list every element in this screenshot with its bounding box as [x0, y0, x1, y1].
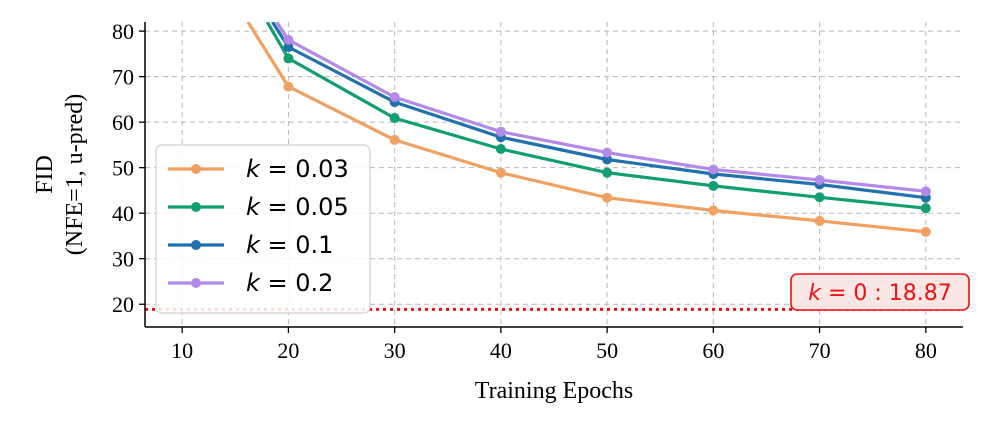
y-tick-label-50: 50 — [112, 156, 134, 181]
legend-marker-k-0.1 — [191, 240, 201, 250]
y-tick-label-60: 60 — [112, 110, 134, 135]
x-tick-label-80: 80 — [915, 338, 937, 363]
data-point-k-0.03-epoch-50 — [602, 192, 613, 203]
series-group — [246, 22, 931, 237]
x-tick-label-60: 60 — [702, 338, 724, 363]
data-point-k-0.03-epoch-40 — [495, 167, 506, 178]
y-axis-label-line-2: (NFE=1, u-pred) — [62, 94, 88, 256]
y-tick-label-70: 70 — [112, 65, 134, 90]
x-axis-label: Training Epochs — [475, 378, 633, 404]
y-tick-label-40: 40 — [112, 201, 134, 226]
data-point-k-0.03-epoch-70 — [814, 215, 825, 226]
data-point-k-0.1-epoch-20 — [283, 42, 294, 53]
y-tick-label-20: 20 — [112, 292, 134, 317]
series-line-k-0.05 — [265, 22, 926, 210]
data-point-k-0.2-epoch-50 — [602, 147, 613, 158]
data-point-k-0.2-epoch-80 — [920, 186, 931, 197]
data-point-k-0.03-epoch-30 — [389, 134, 400, 145]
legend-marker-k-0.2 — [191, 278, 201, 288]
data-point-k-0.2-epoch-20 — [283, 34, 294, 45]
data-point-k-0.03-epoch-20 — [283, 81, 294, 92]
data-point-k-0.2-epoch-60 — [708, 164, 719, 175]
y-tick-label-30: 30 — [112, 247, 134, 272]
y-axis-label-line-1: FID — [32, 155, 58, 194]
series-line-k-0.1 — [271, 22, 926, 200]
data-point-k-0.2-epoch-40 — [495, 126, 506, 137]
data-point-k-0.03-epoch-80 — [920, 226, 931, 237]
x-tick-label-40: 40 — [490, 338, 512, 363]
reference-annotation-text: k = 0 : 18.87 — [808, 281, 952, 306]
legend-label-k-0.2: k = 0.2 — [246, 269, 333, 297]
legend: k = 0.03 k = 0.05 k = 0.1 k = 0.2 — [155, 144, 371, 314]
x-tick-label-30: 30 — [384, 338, 406, 363]
reference-annotation-box — [790, 273, 970, 311]
data-point-k-0.2-epoch-30 — [389, 92, 400, 103]
series-line-k-0.2 — [275, 22, 926, 193]
data-point-k-0.05-epoch-20 — [283, 53, 294, 64]
y-tick-label-80: 80 — [112, 19, 134, 44]
legend-label-k-0.03: k = 0.03 — [246, 155, 349, 183]
legend-marker-k-0.05 — [191, 202, 201, 212]
data-point-k-0.05-epoch-60 — [708, 180, 719, 191]
data-point-k-0.05-epoch-50 — [602, 167, 613, 178]
data-point-k-0.05-epoch-30 — [389, 113, 400, 124]
legend-label-k-0.1: k = 0.1 — [246, 231, 333, 259]
series-line-k-0.03 — [246, 22, 926, 234]
reference-annotation: k = 0 : 18.87 — [790, 273, 970, 311]
data-point-k-0.05-epoch-40 — [495, 144, 506, 155]
data-point-k-0.2-epoch-70 — [814, 174, 825, 185]
x-tick-label-10: 10 — [171, 338, 193, 363]
data-point-k-0.03-epoch-60 — [708, 205, 719, 216]
data-point-k-0.05-epoch-80 — [920, 203, 931, 214]
x-tick-label-20: 20 — [277, 338, 299, 363]
data-point-k-0.05-epoch-70 — [814, 192, 825, 203]
legend-box — [155, 144, 371, 314]
x-tick-label-70: 70 — [809, 338, 831, 363]
x-tick-label-50: 50 — [596, 338, 618, 363]
axes: 10 20 30 40 50 60 70 80 20 30 40 50 60 70 80 Training E… — [32, 19, 963, 404]
legend-marker-k-0.03 — [191, 164, 201, 174]
legend-label-k-0.05: k = 0.05 — [246, 193, 349, 221]
